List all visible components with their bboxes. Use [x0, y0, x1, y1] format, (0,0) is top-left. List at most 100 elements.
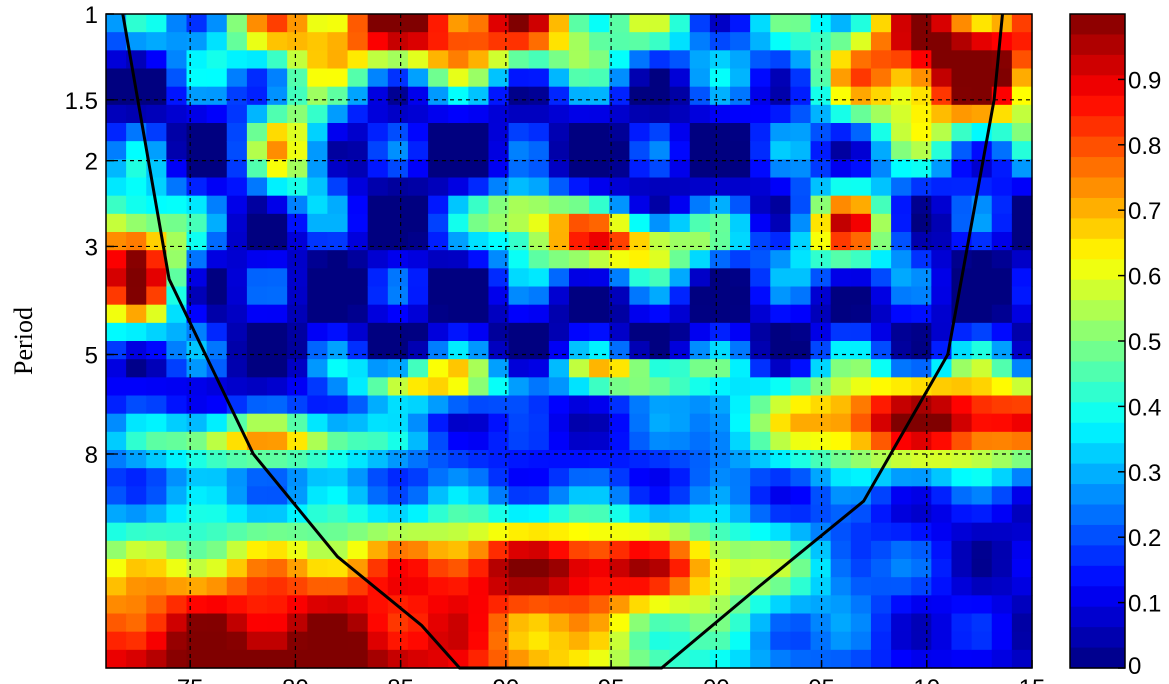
heatmap-cell [448, 177, 469, 197]
heatmap-cell [367, 104, 389, 124]
heatmap-cell [951, 86, 973, 106]
heatmap-cell [448, 559, 469, 578]
heatmap-cell [931, 286, 953, 306]
heatmap-cell [830, 613, 852, 633]
heatmap-cell [106, 177, 127, 197]
heatmap-cell [508, 395, 530, 415]
heatmap-cell [146, 250, 167, 269]
heatmap-cell [287, 522, 308, 542]
heatmap-cell [387, 395, 409, 415]
heatmap-cell [367, 213, 389, 233]
heatmap-cell [267, 522, 288, 542]
heatmap-cell [428, 595, 449, 615]
colorbar-segment [1070, 484, 1125, 506]
heatmap-cell [649, 159, 671, 179]
colorbar-ticks: 00.10.20.30.40.50.60.70.80.9 [1118, 67, 1161, 680]
heatmap-cell [448, 68, 469, 88]
heatmap-cell [911, 522, 932, 542]
heatmap-cell [387, 431, 409, 451]
heatmap-cell [891, 304, 912, 324]
heatmap-cell [629, 486, 651, 506]
heatmap-cell [850, 649, 872, 669]
heatmap-cell [770, 104, 792, 124]
heatmap-cell [488, 522, 510, 542]
heatmap-cell [649, 631, 671, 651]
heatmap-cell [1011, 32, 1033, 51]
heatmap-cell [367, 359, 389, 378]
heatmap-cell [287, 159, 308, 179]
heatmap-cell [307, 341, 329, 360]
heatmap-cell [1011, 286, 1033, 306]
heatmap-cell [548, 123, 570, 142]
heatmap-cell [730, 631, 751, 651]
heatmap-cell [327, 413, 349, 433]
heatmap-cell [186, 486, 208, 506]
heatmap-cell [870, 613, 892, 633]
heatmap-cell [246, 631, 268, 651]
heatmap-cell [870, 522, 892, 542]
heatmap-cell [146, 32, 167, 51]
heatmap-cell [951, 141, 973, 160]
colorbar-segment [1070, 177, 1125, 199]
heatmap-cell [508, 486, 530, 506]
heatmap-cell [226, 141, 248, 160]
heatmap-cell [609, 50, 630, 70]
heatmap-cell [548, 304, 570, 324]
heatmap-cell [589, 649, 610, 669]
heatmap-cell [267, 504, 288, 524]
heatmap-cell [347, 14, 369, 33]
heatmap-cell [649, 177, 671, 197]
heatmap-cell [589, 341, 610, 360]
heatmap-cell [891, 395, 912, 415]
heatmap-cell [709, 104, 731, 124]
heatmap-cell [830, 395, 852, 415]
heatmap-cell [106, 250, 127, 269]
heatmap-cell [206, 141, 228, 160]
heatmap-cell [246, 304, 268, 324]
heatmap-cell [528, 341, 550, 360]
heatmap-cell [750, 613, 771, 633]
heatmap-cell [186, 195, 208, 215]
heatmap-cell [569, 431, 590, 451]
heatmap-cell [488, 123, 510, 142]
heatmap-cell [186, 522, 208, 542]
heatmap-cell [669, 304, 691, 324]
heatmap-cell [468, 123, 490, 142]
heatmap-cell [1011, 123, 1033, 142]
heatmap-cell [870, 141, 892, 160]
heatmap-cell [629, 522, 651, 542]
heatmap-cell [428, 468, 449, 487]
heatmap-cell [468, 286, 490, 306]
heatmap-cell [830, 86, 852, 106]
heatmap-cell [669, 486, 691, 506]
heatmap-cell [770, 322, 792, 342]
heatmap-cell [206, 486, 228, 506]
heatmap-cell [186, 395, 208, 415]
heatmap-cell [307, 322, 329, 342]
heatmap-cell [126, 213, 147, 233]
heatmap-cell [327, 141, 349, 160]
heatmap-cell [488, 413, 510, 433]
heatmap-cell [971, 613, 993, 633]
heatmap-cell [991, 32, 1013, 51]
heatmap-cell [166, 50, 188, 70]
heatmap-cell [830, 649, 852, 669]
heatmap-cell [931, 141, 953, 160]
heatmap-cell [629, 595, 651, 615]
heatmap-cell [548, 577, 570, 596]
heatmap-cell [126, 631, 147, 651]
heatmap-cell [226, 377, 248, 397]
heatmap-cell [186, 141, 208, 160]
heatmap-cell [468, 177, 490, 197]
colorbar-segment [1070, 136, 1125, 158]
heatmap-cell [770, 141, 792, 160]
heatmap-cell [1011, 395, 1033, 415]
x-tick-label: 90 [493, 675, 520, 684]
heatmap-cell [911, 250, 932, 269]
heatmap-cell [750, 123, 771, 142]
heatmap-cell [548, 50, 570, 70]
heatmap-cell [106, 86, 127, 106]
heatmap-cell [689, 250, 711, 269]
heatmap-cell [991, 195, 1013, 215]
heatmap-cell [790, 559, 812, 578]
